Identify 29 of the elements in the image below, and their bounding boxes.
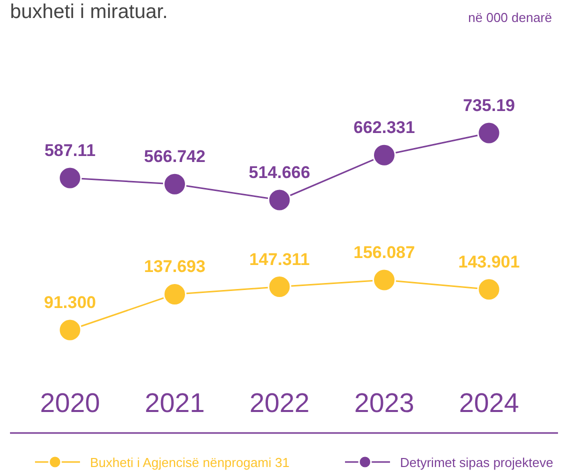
data-label: 91.300 — [44, 293, 96, 312]
point — [372, 143, 396, 167]
chart-title: buxheti i miratuar. — [10, 1, 168, 23]
point — [268, 275, 292, 299]
data-label: 137.693 — [144, 257, 206, 276]
x-tick-label: 2024 — [458, 388, 520, 418]
point — [477, 278, 501, 302]
point — [268, 188, 292, 212]
x-tick-label: 2020 — [40, 388, 100, 418]
legend-label: Detyrimet sipas projekteve — [400, 455, 554, 470]
point — [163, 172, 186, 196]
data-label: 566.742 — [144, 147, 206, 166]
data-label: 735.19 — [463, 96, 515, 115]
legend-label: Buxheti i Agjencisë nënprogami 31 — [90, 455, 290, 470]
data-label: 587.11 — [44, 140, 96, 160]
point — [163, 282, 186, 306]
point — [372, 268, 396, 292]
x-tick-label: 2022 — [249, 388, 310, 418]
x-tick-label: 2021 — [144, 388, 205, 418]
point — [58, 318, 82, 342]
chart-subtitle: në 000 denarë — [468, 10, 552, 25]
point — [477, 121, 501, 145]
point — [58, 166, 82, 190]
x-tick-label: 2023 — [354, 388, 414, 418]
data-label: 147.311 — [249, 250, 310, 269]
data-label: 514.666 — [248, 163, 310, 182]
data-label: 156.087 — [354, 243, 415, 262]
data-label: 143.901 — [458, 252, 520, 272]
data-label: 662.331 — [354, 118, 415, 138]
